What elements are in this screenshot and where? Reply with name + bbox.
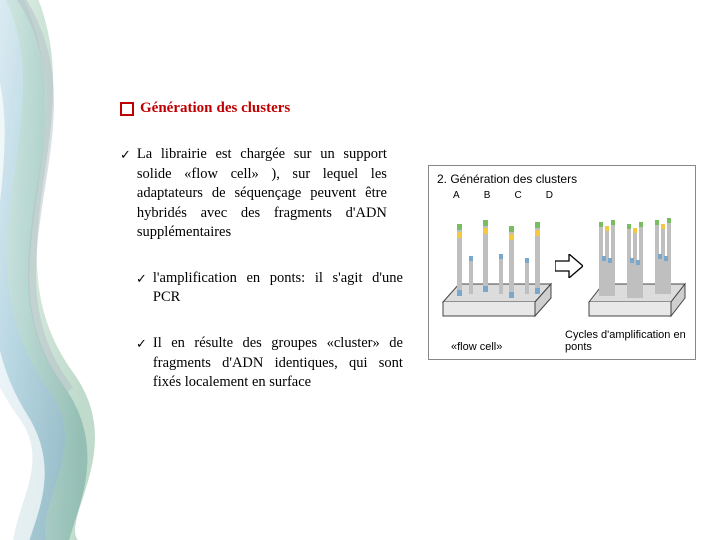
letter-d: D <box>546 190 553 201</box>
title-post: des clusters <box>217 100 291 117</box>
letter-b: B <box>484 190 491 201</box>
arrow-icon <box>555 254 583 278</box>
figure-title: 2. Génération des clusters <box>437 172 577 186</box>
strand-letters: A B C D <box>453 190 553 201</box>
check-icon: ✓ <box>120 147 131 163</box>
title-bullet-icon <box>120 102 134 116</box>
background-swirl <box>0 0 120 540</box>
letter-c: C <box>514 190 521 201</box>
flow-cell-panel <box>439 206 555 326</box>
letter-a: A <box>453 190 460 201</box>
slide-title: Génération des clusters <box>120 100 700 117</box>
caption-amplification: Cycles d'amplification en ponts <box>565 329 695 353</box>
title-pre: Génération <box>140 100 213 117</box>
check-icon: ✓ <box>136 336 147 352</box>
bullet-text-1: La librairie est chargée sur un support … <box>137 145 387 243</box>
check-icon: ✓ <box>136 271 147 287</box>
bullet-text-3: Il en résulte des groupes «cluster» de f… <box>153 334 403 393</box>
caption-flow-cell: «flow cell» <box>451 341 502 353</box>
cluster-figure: 2. Génération des clusters A B C D <box>428 165 696 360</box>
amplification-panel <box>585 206 689 326</box>
bullet-text-2: l'amplification en ponts: il s'agit d'un… <box>153 269 403 308</box>
